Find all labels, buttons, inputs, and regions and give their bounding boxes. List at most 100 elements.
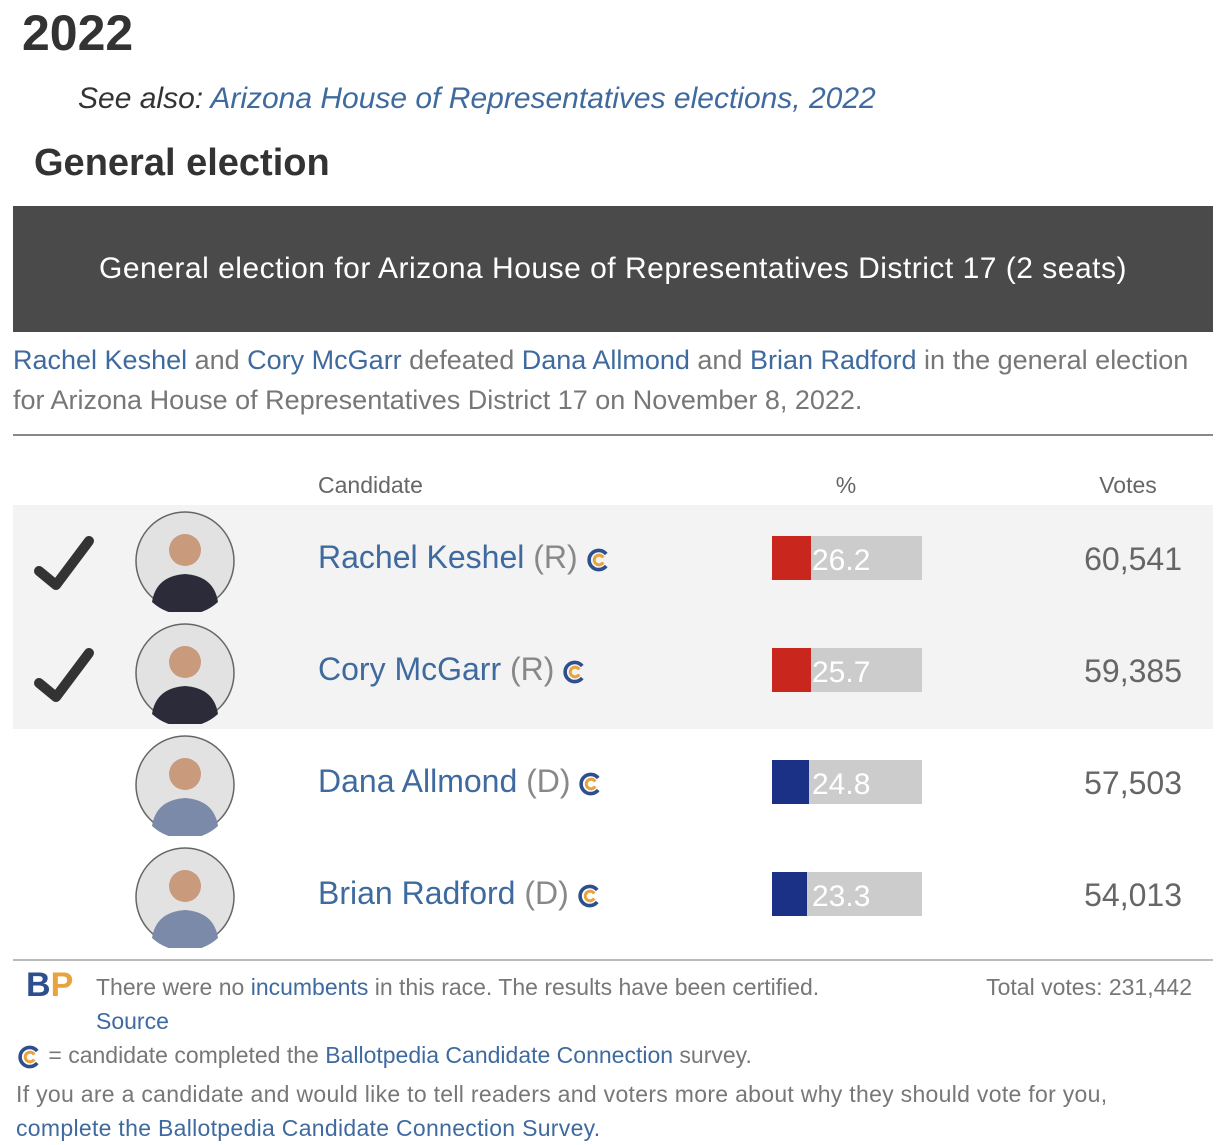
- percent-bar: [772, 536, 812, 580]
- percent-value: 25.7: [812, 656, 871, 689]
- winner-check: [34, 648, 94, 702]
- votes: 59,385: [1084, 653, 1182, 689]
- legend: = candidate completed the Ballotpedia Ca…: [18, 1038, 752, 1072]
- candidate-row: Brian Radford (D) 23.3 54,013: [13, 841, 1213, 953]
- link[interactable]: complete the Ballotpedia Candidate Conne…: [16, 1115, 601, 1141]
- photo-head: [169, 758, 201, 790]
- check-stroke: [34, 536, 94, 590]
- percent-bar: [772, 648, 811, 692]
- link[interactable]: Rachel Keshel: [13, 345, 188, 375]
- candidate-photo: [135, 623, 235, 724]
- text: and: [689, 345, 750, 375]
- photo-head: [169, 646, 201, 678]
- photo-head: [169, 870, 201, 902]
- cc-arc: [586, 548, 608, 571]
- cc-arc: [583, 889, 596, 902]
- link[interactable]: Dana Allmond: [521, 345, 690, 375]
- race-title: General election for Arizona House of Re…: [99, 252, 1127, 285]
- heading: 2022: [22, 5, 134, 61]
- percent-bar: [772, 760, 810, 804]
- cc-arc: [23, 1050, 36, 1064]
- race-header: General election for Arizona House of Re…: [13, 206, 1213, 332]
- photo-body: [152, 574, 218, 612]
- check-stroke: [34, 648, 94, 702]
- candidate-cell: Brian Radford (D): [318, 875, 602, 912]
- party: (R): [533, 539, 578, 575]
- cc-arc: [18, 1045, 39, 1069]
- photo-body: [152, 686, 218, 724]
- see-also: See also: Arizona House of Representativ…: [78, 82, 876, 116]
- cc-arc: [592, 553, 605, 566]
- total-votes: Total votes: 231,442: [986, 974, 1192, 1000]
- candidate-name[interactable]: Rachel Keshel: [318, 539, 525, 575]
- text: in the general election for Arizona Hous…: [13, 345, 1189, 415]
- candidate-row: Dana Allmond (D) 24.8 57,503: [13, 729, 1213, 841]
- summary: Rachel Keshel and Cory McGarr defeated D…: [13, 340, 1213, 420]
- candidate-name[interactable]: Dana Allmond: [318, 763, 518, 799]
- cc-arc: [569, 665, 581, 678]
- candidate-row: Rachel Keshel (R) 26.2 60,541: [13, 505, 1213, 617]
- column-header: Votes: [1099, 472, 1157, 498]
- column-header: Candidate: [318, 472, 423, 498]
- percent-bar: [772, 872, 807, 916]
- photo-head: [169, 534, 201, 566]
- candidate-name[interactable]: Brian Radford: [318, 875, 516, 911]
- link[interactable]: incumbents: [250, 974, 369, 1000]
- cc-icon: [18, 1045, 39, 1069]
- winner-check: [34, 536, 94, 590]
- text: and: [187, 345, 248, 375]
- text: survey.: [673, 1042, 752, 1068]
- candidate-photo: [135, 735, 235, 836]
- see-also-label: See also:: [78, 82, 204, 115]
- photo-body: [152, 910, 218, 948]
- cc-arc: [578, 884, 599, 907]
- party: (D): [524, 875, 569, 911]
- link[interactable]: Cory McGarr: [247, 345, 402, 375]
- section-title: General election: [34, 142, 330, 184]
- text: defeated: [401, 345, 522, 375]
- candidate-photo: [135, 847, 235, 948]
- logo-letter: B: [26, 966, 51, 1004]
- percent-value: 24.8: [812, 768, 871, 801]
- see-also-link[interactable]: Arizona House of Representatives electio…: [210, 82, 876, 115]
- candidate-cell: Rachel Keshel (R): [318, 539, 611, 576]
- photo-body: [152, 798, 218, 836]
- cc-icon: [578, 884, 599, 907]
- cc-arc: [579, 772, 601, 795]
- link[interactable]: Source: [96, 1008, 169, 1034]
- link[interactable]: Ballotpedia Candidate Connection: [325, 1042, 674, 1068]
- candidate-photo: [135, 511, 235, 612]
- divider: [13, 959, 1213, 961]
- invite: If you are a candidate and would like to…: [16, 1077, 1206, 1145]
- cc-arc: [585, 777, 597, 790]
- candidate-cell: Cory McGarr (R): [318, 651, 587, 688]
- divider: [13, 434, 1213, 436]
- link[interactable]: Brian Radford: [749, 345, 917, 375]
- cc-arc: [563, 660, 584, 683]
- candidate-cell: Dana Allmond (D): [318, 763, 603, 800]
- logo: BP: [26, 966, 73, 1005]
- text: There were no: [96, 974, 251, 1000]
- party: (R): [510, 651, 555, 687]
- column-header: %: [835, 472, 857, 498]
- candidate-row: Cory McGarr (R) 25.7 59,385: [13, 617, 1213, 729]
- cc-icon: [563, 660, 584, 683]
- cc-icon: [586, 548, 608, 571]
- candidate-name[interactable]: Cory McGarr: [318, 651, 502, 687]
- percent-value: 23.3: [812, 880, 871, 913]
- text: If you are a candidate and would like to…: [16, 1081, 1108, 1107]
- cc-icon: [579, 772, 601, 795]
- party: (D): [526, 763, 571, 799]
- percent-bar-track: 23.3: [772, 872, 922, 916]
- votes: 54,013: [1084, 877, 1182, 913]
- text: = candidate completed the: [42, 1042, 326, 1068]
- percent-bar-track: 24.8: [772, 760, 922, 804]
- notes: There were no incumbents in this race. T…: [96, 970, 856, 1038]
- percent-bar-track: 25.7: [772, 648, 922, 692]
- text: in this race. The results have been cert…: [368, 974, 820, 1000]
- percent-bar-track: 26.2: [772, 536, 922, 580]
- logo-letter: P: [50, 966, 74, 1004]
- votes: 60,541: [1084, 541, 1182, 577]
- votes: 57,503: [1084, 765, 1182, 801]
